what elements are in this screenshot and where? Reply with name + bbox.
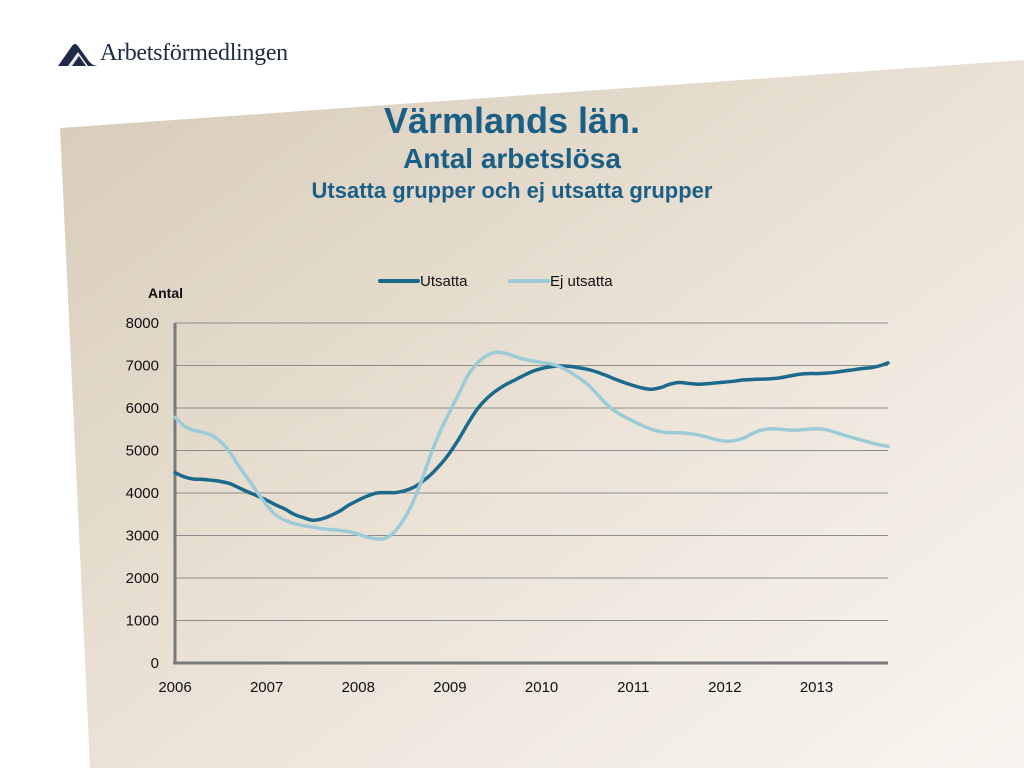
y-axis-label: Antal <box>148 285 183 301</box>
chart-axes <box>173 323 888 665</box>
title-metric: Antal arbetslösa <box>403 143 621 174</box>
chart-legend: Utsatta Ej utsatta <box>378 273 613 290</box>
y-tick-label: 7000 <box>126 358 159 375</box>
chart-series <box>173 350 890 541</box>
x-tick-label: 2007 <box>250 679 283 696</box>
arbetsformedlingen-logo-icon <box>58 43 98 66</box>
y-tick-label: 1000 <box>126 613 159 630</box>
x-tick-label: 2006 <box>158 679 191 696</box>
y-tick-label: 2000 <box>126 570 159 587</box>
chart-tick-labels: 0 1000 2000 3000 4000 5000 6000 7000 8000 2006 200… <box>126 315 834 696</box>
x-tick-label: 2009 <box>433 679 466 696</box>
slide-titles: Värmlands län. Antal arbetslösa Utsatta … <box>0 100 1024 206</box>
y-tick-label: 3000 <box>126 528 159 545</box>
y-tick-label: 0 <box>151 655 159 672</box>
chart-gridlines <box>175 322 888 621</box>
x-tick-label: 2011 <box>617 679 649 696</box>
x-tick-label: 2008 <box>342 679 375 696</box>
y-tick-label: 8000 <box>126 315 159 332</box>
y-tick-label: 5000 <box>126 443 159 460</box>
title-groups: Utsatta grupper och ej utsatta grupper <box>311 178 713 203</box>
logo-text: Arbetsförmedlingen <box>100 40 288 66</box>
x-tick-label: 2013 <box>800 679 833 696</box>
y-tick-label: 6000 <box>126 400 159 417</box>
series-line-ej-utsatta <box>173 350 890 541</box>
brand-logo: Arbetsförmedlingen <box>58 40 288 67</box>
x-tick-label: 2012 <box>708 679 741 696</box>
legend-label-ej-utsatta: Ej utsatta <box>550 273 613 290</box>
title-region: Värmlands län. <box>383 100 641 141</box>
legend-label-utsatta: Utsatta <box>420 273 468 290</box>
series-line-utsatta <box>173 361 890 522</box>
y-tick-label: 4000 <box>126 485 159 502</box>
x-tick-label: 2010 <box>525 679 558 696</box>
